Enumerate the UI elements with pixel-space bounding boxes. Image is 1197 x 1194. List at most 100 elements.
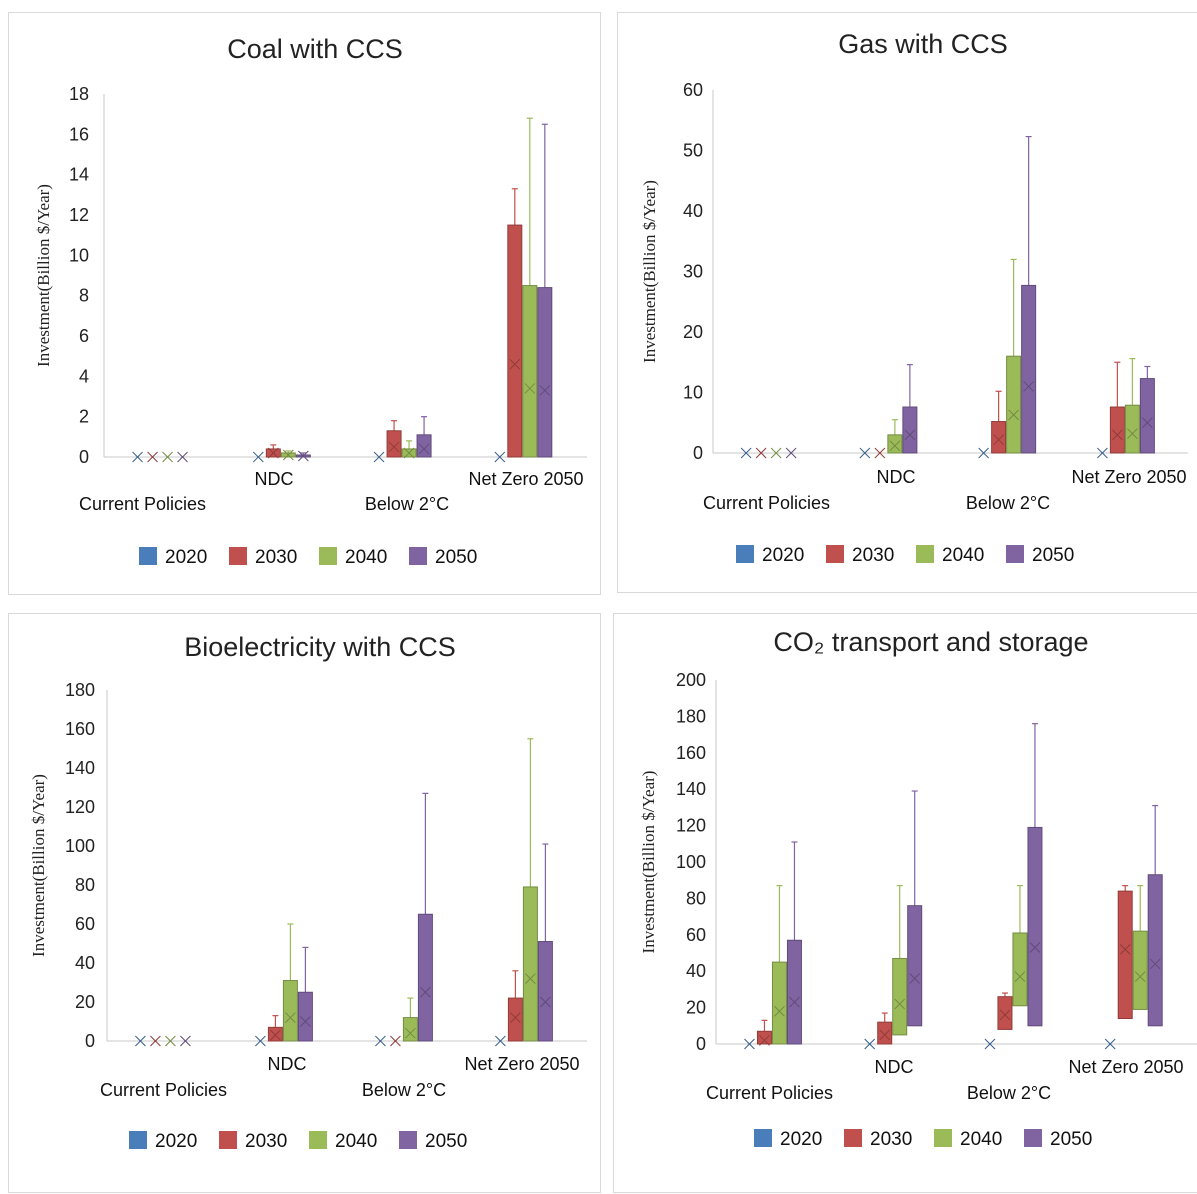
mean-marker <box>495 1035 506 1047</box>
category-label: Net Zero 2050 <box>1071 467 1186 487</box>
legend-label: 2040 <box>345 547 387 568</box>
box-2050-0 <box>177 451 188 463</box>
category-label: Net Zero 2050 <box>468 469 583 489</box>
legend-swatch-2050 <box>1024 1129 1042 1147</box>
box-2050-0 <box>786 841 802 1045</box>
box-2050-1 <box>902 364 918 454</box>
legend-swatch-2040 <box>916 545 934 563</box>
legend-swatch-2040 <box>319 547 337 565</box>
mean-marker <box>420 986 431 998</box>
category-label: Current Policies <box>706 1083 833 1103</box>
legend-swatch-2030 <box>229 547 247 565</box>
box-2050-1 <box>297 946 313 1042</box>
box-2030-2 <box>991 390 1007 454</box>
legend-label: 2050 <box>425 1131 467 1152</box>
mean-marker <box>864 1038 876 1050</box>
mean-marker <box>509 358 521 370</box>
box-2050-3 <box>537 123 553 458</box>
box-body <box>402 1017 418 1042</box>
box-body <box>537 941 553 1042</box>
box-body <box>267 1026 283 1042</box>
box-body <box>997 996 1013 1030</box>
mean-marker <box>1008 409 1019 421</box>
mean-marker <box>978 447 989 459</box>
legend-label: 2040 <box>960 1129 1002 1150</box>
box-2020-3 <box>1104 1038 1116 1050</box>
chart-title: Coal with CCS <box>227 34 403 64</box>
chart-svg: Bioelectricity with CCS Investment(Billio… <box>29 632 587 1152</box>
legend-swatch-2030 <box>826 545 844 563</box>
legend-label: 2040 <box>942 545 984 566</box>
legend-label: 2050 <box>1032 545 1074 566</box>
box-body <box>537 287 553 458</box>
box-2040-0 <box>771 885 787 1045</box>
box-2050-0 <box>180 1035 191 1047</box>
box-2020-1 <box>252 451 264 463</box>
y-axis-label: Investment(Billion $/Year) <box>639 771 658 954</box>
y-tick-label: 140 <box>676 779 706 799</box>
box-body <box>1139 378 1155 454</box>
box-body <box>786 939 802 1045</box>
mean-marker <box>270 1029 281 1041</box>
mean-marker <box>300 1016 311 1027</box>
legend-label: 2050 <box>1050 1129 1092 1150</box>
mean-marker <box>132 451 143 463</box>
box-2030-3 <box>1109 361 1125 454</box>
box-2040-2 <box>1012 885 1028 1007</box>
y-tick-label: 0 <box>79 447 89 467</box>
legend-label: 2030 <box>245 1131 287 1152</box>
box-2030-2 <box>997 992 1013 1030</box>
mean-marker <box>375 1035 386 1047</box>
mean-marker <box>1029 942 1041 953</box>
y-tick-label: 40 <box>686 961 706 981</box>
box-body <box>522 285 538 458</box>
box-2030-1 <box>265 444 281 459</box>
co2-transport-storage-chart-panel: CO₂ transport and storage Investment(Bill… <box>613 613 1197 1193</box>
y-tick-label: 40 <box>75 953 95 973</box>
box-2020-0 <box>740 447 752 459</box>
legend-swatch-2040 <box>934 1129 952 1147</box>
box-2030-1 <box>874 447 886 459</box>
mean-marker <box>255 1035 266 1047</box>
legend-swatch-2020 <box>736 545 754 563</box>
box-2030-3 <box>507 188 523 458</box>
y-tick-label: 30 <box>683 262 703 282</box>
mean-marker <box>150 1035 161 1047</box>
mean-marker <box>373 451 385 463</box>
box-2040-0 <box>770 447 782 459</box>
mean-marker <box>879 1029 891 1041</box>
box-body <box>877 1021 893 1045</box>
y-tick-label: 18 <box>69 84 89 104</box>
category-label: Current Policies <box>703 493 830 513</box>
mean-marker <box>1112 429 1123 441</box>
legend-swatch-2020 <box>139 547 157 565</box>
y-tick-label: 60 <box>686 925 706 945</box>
legend-label: 2020 <box>155 1131 197 1152</box>
chart-title: Gas with CCS <box>838 29 1008 59</box>
mean-marker <box>180 1035 191 1047</box>
box-body <box>771 961 787 1045</box>
legend-swatch-2020 <box>754 1129 772 1147</box>
y-tick-label: 4 <box>79 366 89 386</box>
box-body <box>417 913 433 1042</box>
mean-marker <box>540 996 551 1008</box>
coal-ccs-chart-panel: Coal with CCS Investment(Billion $/Year) 0… <box>8 12 601 595</box>
box-2020-1 <box>864 1038 876 1050</box>
mean-marker <box>785 447 797 459</box>
mean-marker <box>859 447 871 459</box>
legend-label: 2030 <box>870 1129 912 1150</box>
box-2050-2 <box>416 416 432 458</box>
mean-marker <box>1134 971 1146 983</box>
box-body <box>1021 284 1037 454</box>
category-label: NDC <box>877 467 916 487</box>
y-tick-label: 140 <box>65 758 95 778</box>
gas-ccs-chart-panel: Gas with CCS Investment(Billion $/Year) 0 1… <box>617 12 1197 593</box>
mean-marker <box>1127 428 1138 439</box>
y-tick-label: 6 <box>79 326 89 346</box>
y-tick-label: 0 <box>696 1034 706 1054</box>
mean-marker <box>874 447 886 459</box>
box-2040-3 <box>1132 885 1148 1010</box>
box-2040-0 <box>162 451 173 463</box>
mean-marker <box>894 998 906 1010</box>
box-2030-0 <box>147 451 158 463</box>
